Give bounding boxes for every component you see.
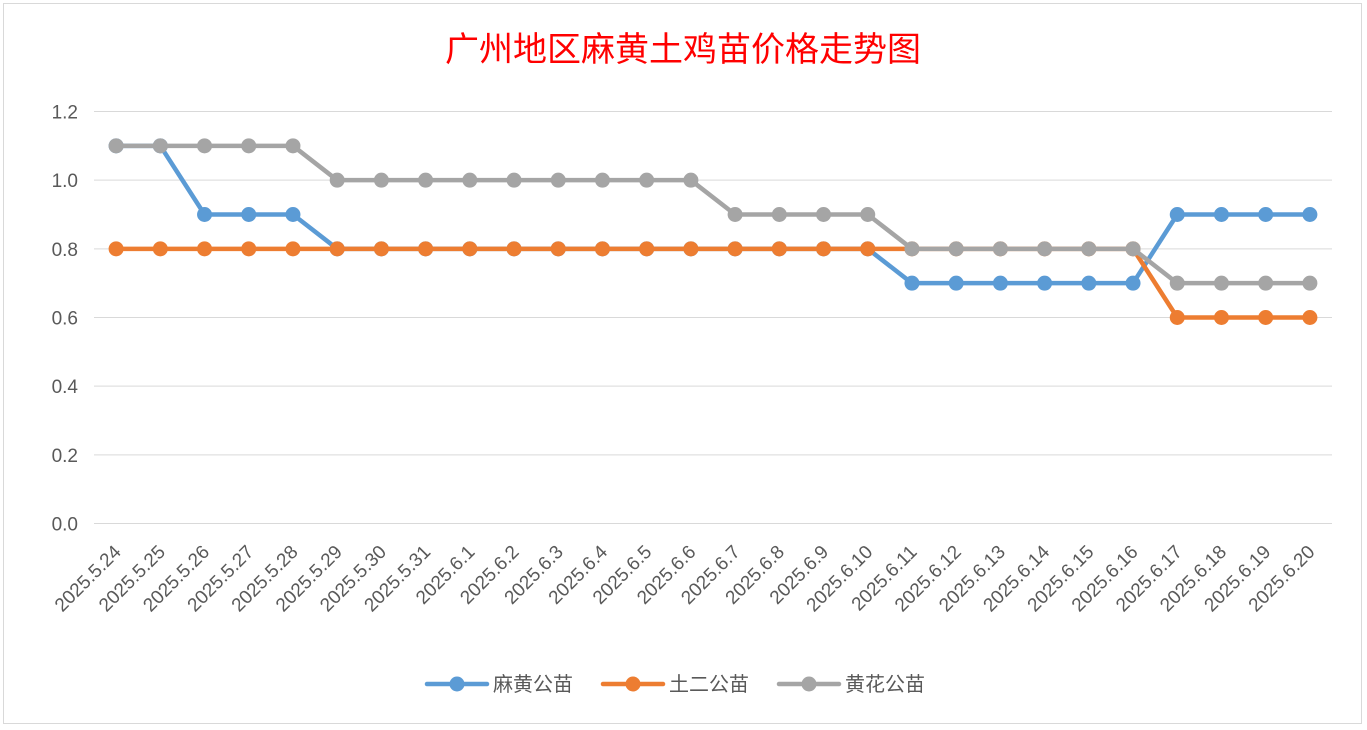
data-point: [329, 241, 345, 257]
data-point: [1169, 310, 1185, 325]
legend-point-marker: [449, 676, 465, 692]
legend[interactable]: 麻黄公苗 土二公苗 黄花公苗: [424, 672, 925, 696]
legend-point-marker: [625, 676, 641, 692]
data-point: [506, 241, 522, 257]
data-point: [860, 207, 876, 222]
data-point: [1213, 310, 1229, 325]
data-point: [550, 241, 566, 257]
data-point: [1302, 207, 1318, 222]
y-tick-label: 0.2: [52, 446, 78, 467]
y-tick-label: 0.0: [52, 515, 78, 536]
data-point: [241, 207, 257, 222]
data-point: [418, 241, 434, 257]
data-point: [506, 172, 522, 188]
data-point: [550, 172, 566, 188]
data-point: [904, 241, 920, 257]
data-point: [1258, 207, 1274, 222]
data-point: [329, 172, 345, 188]
y-axis-tick-labels: 0.0 0.2 0.4 0.6 0.8 1.0 1.2: [52, 103, 79, 536]
data-point: [241, 138, 257, 154]
chart-outer-border: [3, 3, 1362, 724]
data-point: [948, 275, 964, 291]
data-point: [285, 138, 301, 154]
chart-title: 广州地区麻黄土鸡苗价格走势图: [445, 30, 921, 70]
data-point: [816, 241, 832, 257]
data-point: [1081, 241, 1097, 257]
data-point: [948, 241, 964, 257]
y-tick-label: 1.0: [52, 171, 78, 192]
data-point: [816, 207, 832, 222]
data-point: [197, 138, 213, 154]
data-point: [1081, 275, 1097, 291]
data-point: [418, 172, 434, 188]
data-point: [860, 241, 876, 257]
data-point: [1302, 275, 1318, 291]
data-point: [1037, 241, 1053, 257]
legend-label: 麻黄公苗: [493, 672, 573, 696]
data-point: [904, 275, 920, 291]
data-point: [683, 172, 699, 188]
data-point: [1125, 241, 1141, 257]
data-point: [285, 207, 301, 222]
data-point: [992, 275, 1008, 291]
data-point: [594, 241, 610, 257]
legend-label: 黄花公苗: [845, 672, 925, 696]
data-point: [241, 241, 257, 257]
data-point: [373, 241, 389, 257]
data-point: [108, 241, 124, 257]
data-point: [197, 207, 213, 222]
series-line: [113, 143, 1313, 286]
data-point: [771, 207, 787, 222]
data-point: [992, 241, 1008, 257]
data-point: [152, 138, 168, 154]
data-point: [1125, 275, 1141, 291]
data-point: [683, 241, 699, 257]
data-point: [1169, 207, 1185, 222]
legend-point-marker: [801, 676, 817, 692]
y-tick-label: 0.6: [52, 309, 78, 330]
data-point: [1302, 310, 1318, 325]
data-point: [197, 241, 213, 257]
series-lines: [108, 138, 1318, 325]
data-point: [639, 241, 655, 257]
data-point: [771, 241, 787, 257]
series-group: [108, 138, 1318, 291]
data-point: [727, 207, 743, 222]
data-point: [108, 138, 124, 154]
data-point: [1258, 310, 1274, 325]
data-point: [285, 241, 301, 257]
legend-item[interactable]: 土二公苗: [600, 672, 749, 696]
data-point: [727, 241, 743, 257]
data-point: [373, 172, 389, 188]
y-tick-label: 1.2: [52, 103, 78, 124]
y-tick-label: 0.8: [52, 240, 78, 261]
y-tick-label: 0.4: [52, 377, 79, 398]
data-point: [462, 172, 478, 188]
data-point: [594, 172, 610, 188]
legend-item[interactable]: 黄花公苗: [776, 672, 925, 696]
data-point: [1258, 275, 1274, 291]
data-point: [462, 241, 478, 257]
legend-label: 土二公苗: [669, 672, 749, 696]
data-point: [639, 172, 655, 188]
legend-item[interactable]: 麻黄公苗: [424, 672, 573, 696]
data-point: [1213, 275, 1229, 291]
data-point: [1213, 207, 1229, 222]
data-point: [1037, 275, 1053, 291]
data-point: [152, 241, 168, 257]
data-point: [1169, 275, 1185, 291]
